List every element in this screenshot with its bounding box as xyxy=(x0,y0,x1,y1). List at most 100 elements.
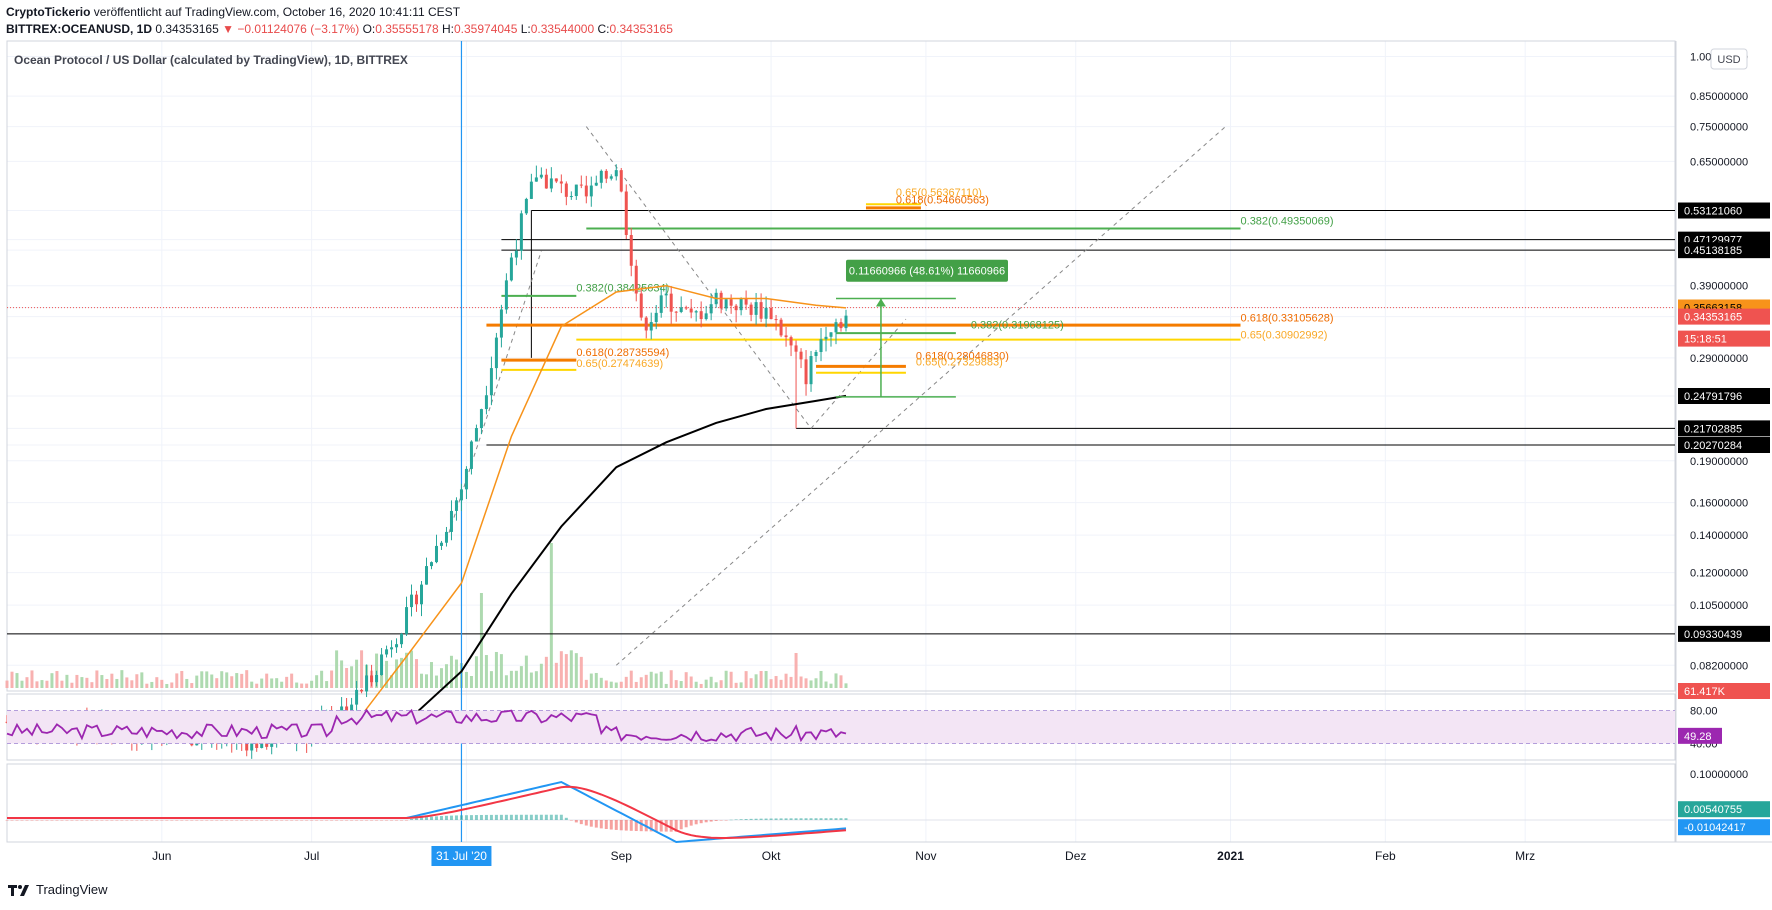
volume-bar xyxy=(719,680,723,688)
volume-bar xyxy=(220,671,224,688)
volume-bar xyxy=(105,678,109,688)
macd-histogram-bar xyxy=(514,814,518,820)
volume-bar xyxy=(619,681,623,688)
fibonacci-drawings[interactable]: 0.65(0.56367110)0.618(0.54660563) 0.382(0… xyxy=(486,187,1333,374)
candle-body xyxy=(794,345,798,352)
macd-histogram-bar xyxy=(40,820,44,821)
candle-body xyxy=(574,184,578,197)
candle-body xyxy=(360,689,364,692)
volume-bar xyxy=(330,670,334,688)
macd-line xyxy=(7,780,847,844)
macd-histogram-bar xyxy=(170,820,174,821)
volume-bar xyxy=(85,677,89,688)
macd-histogram-bar xyxy=(360,820,364,821)
volume-bar xyxy=(599,677,603,688)
candle-body xyxy=(459,489,463,501)
macd-histogram-bar xyxy=(275,820,279,821)
candle-body xyxy=(250,737,254,751)
time-axis[interactable]: Jun Jul Sep Okt Nov Dez 2021 Feb Mrz 31 Jul '20 xyxy=(152,846,1535,866)
volume-bar xyxy=(125,677,129,688)
volume-bar xyxy=(165,683,169,688)
macd-histogram-bar xyxy=(689,820,693,826)
price-tag-label: 15:18:51 xyxy=(1684,334,1727,346)
price-axis[interactable]: 0.08200000 0.10500000 0.12000000 0.14000000… xyxy=(1678,52,1770,836)
macd-histogram-bar xyxy=(250,820,254,821)
candle-body xyxy=(410,594,414,608)
macd-histogram-bar xyxy=(335,820,339,821)
chart-canvas[interactable]: Ocean Protocol / US Dollar (calculated b… xyxy=(0,0,1772,880)
volume-bar xyxy=(704,679,708,688)
volume-bar xyxy=(564,654,568,688)
volume-bar xyxy=(35,681,39,688)
macd-histogram-bar xyxy=(400,820,404,821)
candle-body xyxy=(774,319,778,321)
macd-line-box xyxy=(1678,819,1770,836)
macd-histogram-bar xyxy=(824,818,828,820)
volume-bar xyxy=(549,543,553,688)
volume-bar xyxy=(834,673,838,688)
volume-bar xyxy=(589,673,593,688)
volume-bar xyxy=(345,667,349,688)
candle-body xyxy=(584,185,588,197)
candle-body xyxy=(809,356,813,385)
volume-bar xyxy=(185,678,189,688)
volume-bar xyxy=(669,670,673,688)
price-tag-label: 0.24791796 xyxy=(1684,391,1742,403)
macd-histogram-bar xyxy=(654,820,658,832)
macd-histogram-bar xyxy=(704,820,708,823)
candle-body xyxy=(754,302,758,315)
macd-histogram-bar xyxy=(55,820,59,821)
publisher-name[interactable]: CryptoTickerio xyxy=(6,5,91,19)
macd-histogram-bar xyxy=(649,820,653,832)
volume-bar xyxy=(464,671,468,688)
volume-bar xyxy=(529,672,533,688)
volume-bar xyxy=(395,659,399,688)
volume-bar xyxy=(195,675,199,688)
volume-bar xyxy=(584,679,588,688)
price-tick-label: 0.29000000 xyxy=(1690,353,1748,365)
price-change: −0.01124076 (−3.17%) xyxy=(237,22,360,36)
volume-bars xyxy=(5,543,848,688)
macd-histogram-bar xyxy=(110,820,114,821)
volume-bar xyxy=(170,682,174,688)
ohlc-line: BITTREX:OCEANUSD, 1D 0.34353165 ▼ −0.011… xyxy=(6,22,673,36)
candle-body xyxy=(689,308,693,313)
time-tick-Sep: Sep xyxy=(611,849,633,863)
volume-bar xyxy=(235,673,239,688)
macd-histogram-bar xyxy=(160,820,164,821)
volume-bar xyxy=(469,675,473,688)
macd-histogram-bar xyxy=(330,820,334,821)
rsi-pane xyxy=(6,708,1675,744)
tradingview-brand[interactable]: TradingView xyxy=(36,882,108,897)
price-range-measure[interactable]: 0.11660966 (48.61%) 11660966 xyxy=(836,259,1008,398)
volume-bar xyxy=(784,673,788,688)
candle-body xyxy=(819,339,823,353)
macd-histogram-bar xyxy=(235,820,239,821)
horizontal-levels[interactable] xyxy=(7,210,1675,635)
volume-bar xyxy=(749,678,753,688)
macd-histogram-bar xyxy=(60,820,64,821)
price-tick-label: 0.85000000 xyxy=(1690,91,1748,103)
macd-histogram-bar xyxy=(479,814,483,820)
candle-body xyxy=(634,265,638,294)
candle-body xyxy=(569,196,573,198)
volume-bar xyxy=(230,676,234,688)
volume-bar xyxy=(514,670,518,688)
volume-bar xyxy=(405,652,409,688)
volume-bar xyxy=(130,680,134,688)
volume-bar xyxy=(25,677,29,688)
macd-histogram-bar xyxy=(544,814,548,820)
volume-bar xyxy=(774,676,778,688)
volume-bar xyxy=(684,672,688,688)
currency-button[interactable]: USD xyxy=(1710,48,1748,70)
moving-averages xyxy=(356,284,847,723)
macd-histogram-bar xyxy=(320,820,324,821)
candle-body xyxy=(659,295,663,313)
volume-bar xyxy=(724,670,728,688)
macd-histogram-bar xyxy=(230,820,234,821)
candle-body xyxy=(534,177,538,182)
symbol-label[interactable]: BITTREX:OCEANUSD, 1D xyxy=(6,22,153,36)
open-value: 0.35555178 xyxy=(375,22,439,36)
macd-histogram-bar xyxy=(589,820,593,827)
volume-bar xyxy=(609,681,613,688)
